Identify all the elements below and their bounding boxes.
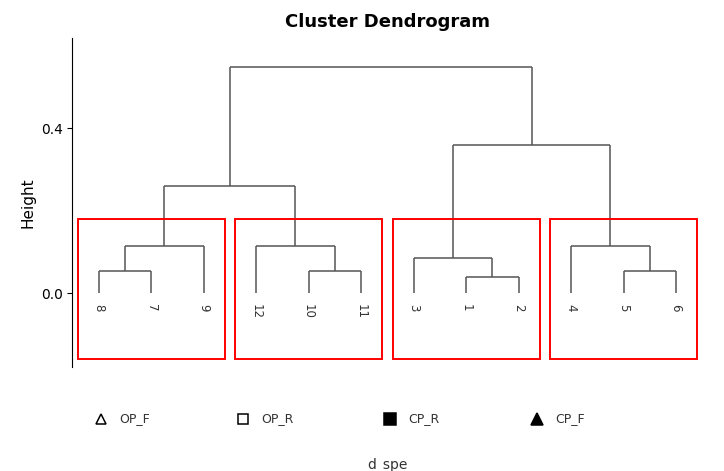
Text: OP_F: OP_F [119, 413, 151, 425]
Text: 5: 5 [617, 303, 630, 311]
Text: 6: 6 [670, 303, 683, 311]
Bar [550, 219, 697, 359]
Text: CP_F: CP_F [555, 413, 585, 425]
Text: 9: 9 [197, 303, 210, 311]
Text: 12: 12 [250, 303, 263, 318]
Text: 2: 2 [512, 303, 525, 311]
Text: 8: 8 [92, 303, 105, 311]
Text: 11: 11 [355, 303, 368, 318]
Bar [235, 219, 382, 359]
Text: d_spe: d_spe [367, 458, 408, 471]
Text: 7: 7 [145, 303, 158, 311]
Title: Cluster Dendrogram: Cluster Dendrogram [285, 13, 490, 31]
Bar [77, 219, 224, 359]
Bar [392, 219, 539, 359]
Text: 3: 3 [407, 303, 420, 311]
Text: CP_R: CP_R [408, 413, 439, 425]
Y-axis label: Height: Height [20, 177, 35, 228]
Text: OP_R: OP_R [261, 413, 294, 425]
Text: 4: 4 [565, 303, 578, 311]
Text: 10: 10 [302, 303, 315, 318]
Text: 1: 1 [460, 303, 473, 311]
